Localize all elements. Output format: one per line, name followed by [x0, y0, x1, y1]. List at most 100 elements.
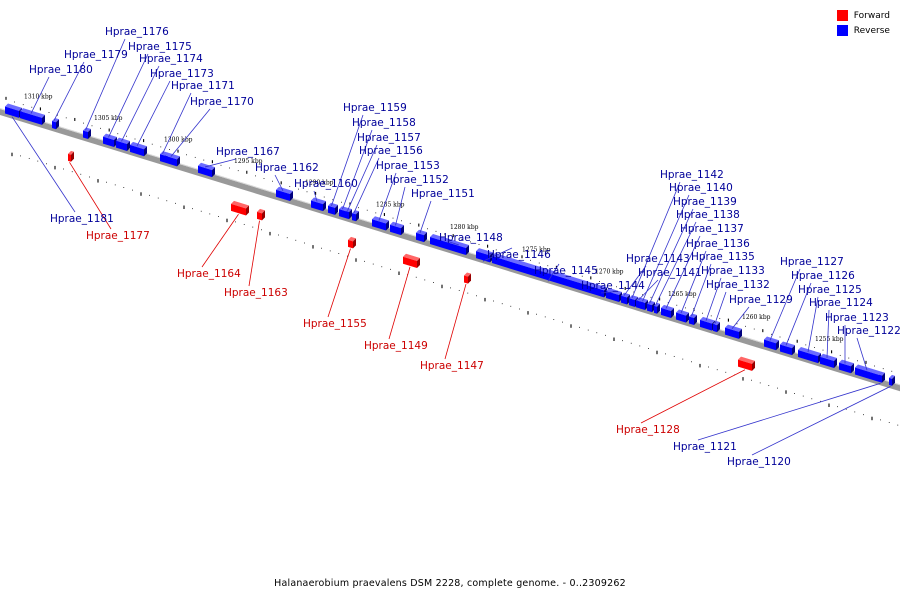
gene-top-face	[430, 234, 469, 249]
gene-hprae-1160	[311, 197, 326, 212]
gene-hprae-1179	[52, 117, 59, 130]
gene-label-hprae-1147: Hprae_1147	[420, 360, 484, 372]
gene-label-hprae-1149: Hprae_1149	[364, 340, 428, 352]
gene-side-face	[127, 140, 130, 151]
gene-label-hprae-1146: Hprae_1146	[487, 249, 551, 261]
gene-front-face	[636, 300, 641, 309]
gene-label-hprae-1160: Hprae_1160	[294, 178, 358, 190]
gene-top-face	[700, 316, 715, 324]
gene-top-face	[820, 353, 837, 362]
gene-label-hprae-1122: Hprae_1122	[837, 325, 900, 337]
gene-front-face	[390, 224, 401, 236]
gene-front-face	[130, 144, 144, 157]
gene-top-face	[5, 103, 22, 111]
leader-line	[807, 296, 819, 353]
legend-item-reverse: Reverse	[836, 23, 890, 38]
leader-line	[121, 65, 160, 142]
kbp-label: 1285 kbp	[376, 201, 405, 208]
kbp-label: 1290 kbp	[305, 180, 334, 187]
gene-front-face	[725, 327, 739, 339]
leader-line	[697, 382, 881, 441]
gene-label-hprae-1170: Hprae_1170	[190, 96, 254, 108]
gene-side-face	[834, 358, 837, 369]
gene-top-face	[165, 152, 180, 160]
gene-front-face	[198, 165, 212, 178]
gene-hprae-1138	[654, 302, 660, 314]
gene-front-face	[352, 213, 356, 222]
gene-front-face	[889, 377, 892, 386]
gene-hprae-1136	[676, 309, 689, 323]
leader-line	[204, 158, 237, 168]
kbp-label: 1275 kbp	[522, 246, 551, 253]
leader-line	[482, 247, 513, 262]
genome-caption: Halanaerobium praevalens DSM 2228, compl…	[274, 578, 626, 589]
leader-line	[785, 282, 812, 346]
gene-hprae-1135	[689, 313, 697, 326]
gene-label-hprae-1121: Hprae_1121	[673, 441, 737, 453]
gene-label-hprae-1162: Hprae_1162	[255, 162, 319, 174]
leader-line	[248, 220, 260, 287]
gene-top-face	[492, 253, 607, 291]
tick-layer: 1310 kbp 1305 kbp 1300 kbp 1295 kbp 1290 kbp…	[5, 93, 899, 426]
gene-top-face	[348, 236, 356, 242]
gene-hprae-1127	[764, 336, 779, 351]
gene-top-face	[390, 221, 404, 229]
gene-top-face	[879, 371, 885, 376]
legend-item-forward: Forward	[836, 8, 890, 23]
gene-hprae-1153	[372, 216, 389, 231]
gene-side-face	[212, 167, 215, 178]
leader-line	[136, 80, 171, 147]
gene-side-face	[892, 375, 895, 386]
gene-label-hprae-1140: Hprae_1140	[669, 182, 733, 194]
gene-front-face	[348, 239, 353, 249]
gene-front-face	[257, 211, 262, 221]
gene-side-face	[335, 204, 338, 215]
gene-front-face	[654, 305, 657, 314]
gene-label-hprae-1141: Hprae_1141	[638, 267, 702, 279]
leader-line	[108, 53, 149, 138]
gene-front-face	[339, 209, 346, 219]
gene-hprae-1162	[276, 186, 293, 202]
leader-line	[705, 277, 722, 321]
gene-side-face	[42, 114, 45, 125]
gene-front-face	[5, 106, 19, 118]
gene-top-face	[416, 229, 427, 236]
gene-top-face	[689, 313, 697, 319]
gene-hprae-1180	[20, 108, 45, 125]
leader-line	[85, 38, 126, 131]
gene-top-face	[621, 292, 630, 298]
leader-line	[162, 92, 192, 155]
gene-hprae-1163	[257, 208, 265, 221]
gene-side-face	[752, 360, 755, 371]
gene-label-hprae-1128: Hprae_1128	[616, 424, 680, 436]
gene-front-face	[416, 232, 424, 243]
gene-top-face	[160, 151, 168, 156]
gene-label-hprae-1174: Hprae_1174	[139, 53, 203, 65]
gene-front-face	[103, 136, 114, 147]
leader-line	[395, 186, 406, 226]
gene-top-face	[889, 374, 895, 379]
gene-side-face	[56, 119, 59, 130]
gene-hprae-1174	[116, 137, 130, 151]
gene-hprae-1144	[606, 288, 622, 303]
gene-side-face	[71, 151, 74, 162]
leader-line	[691, 263, 712, 317]
kbp-label: 1300 kbp	[164, 136, 193, 143]
gene-label-hprae-1153: Hprae_1153	[376, 160, 440, 172]
gene-top-face	[311, 197, 326, 205]
gene-label-hprae-1155: Hprae_1155	[303, 318, 367, 330]
gene-hprae-1120	[889, 374, 895, 386]
gene-hprae-1173	[130, 141, 147, 157]
leader-line	[547, 263, 560, 282]
leader-line	[447, 241, 460, 246]
gene-front-face	[68, 153, 71, 162]
label-layer: Hprae_1181 Hprae_1180 Hprae_1179 Hprae_1177…	[29, 26, 900, 468]
gene-top-face	[130, 141, 147, 150]
gene-top-face	[839, 359, 854, 367]
gene-top-face	[764, 336, 779, 344]
gene-front-face	[780, 344, 792, 356]
gene-front-face	[372, 219, 386, 231]
gene-front-face	[839, 362, 851, 374]
gene-label-hprae-1145: Hprae_1145	[534, 265, 598, 277]
